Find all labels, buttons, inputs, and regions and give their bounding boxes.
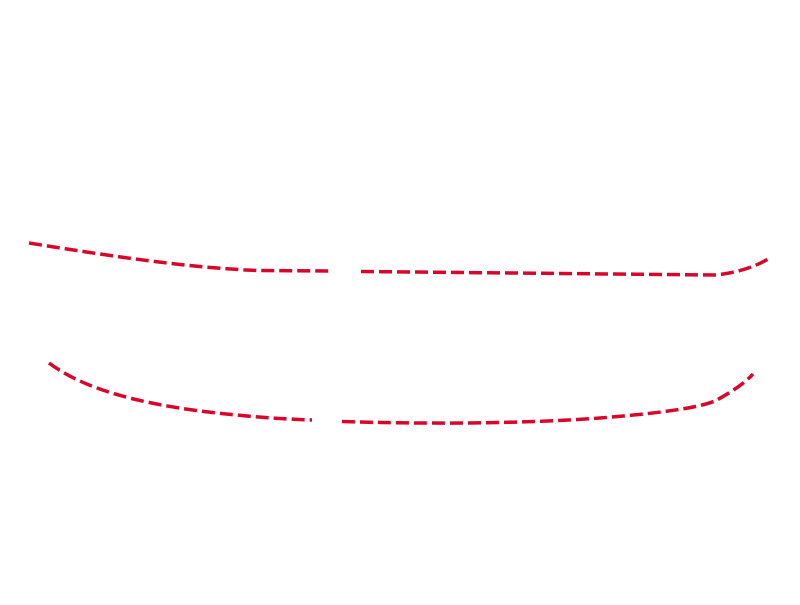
upper-curve-left-segment <box>28 241 331 273</box>
lower-curve-left-segment <box>47 361 313 422</box>
upper-curve-right-segment <box>360 255 773 277</box>
lower-curve-right-segment <box>341 372 755 425</box>
